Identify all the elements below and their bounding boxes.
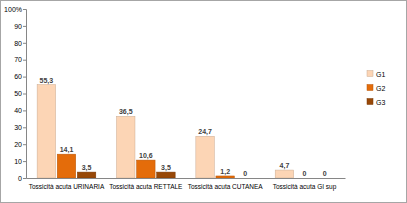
data-label: 0 — [323, 170, 327, 177]
bars — [37, 85, 294, 178]
bar — [57, 154, 75, 178]
y-tick: 90 — [14, 23, 26, 30]
chart-border — [1, 1, 407, 203]
y-tick: 20 — [14, 141, 26, 148]
x-tick-label: Tossicità acuta CUTANEA — [188, 183, 264, 190]
bar — [116, 116, 134, 178]
y-tick-label: 40 — [14, 107, 22, 114]
y-tick-label: 30 — [14, 124, 22, 131]
y-tick-label: 60 — [14, 73, 22, 80]
y-tick-mark — [23, 9, 26, 10]
bar — [295, 178, 313, 179]
x-tick-label: Tossicità acuta URINARIA — [29, 183, 105, 190]
bar — [77, 172, 95, 178]
y-tick-mark — [23, 77, 26, 78]
legend-swatch — [367, 71, 373, 77]
y-tick-mark — [23, 178, 26, 179]
y-tick-mark — [23, 127, 26, 128]
x-tick: Tossicità acuta CUTANEA — [188, 178, 264, 190]
x-tick: Tossicità acuta RETTALE — [109, 178, 183, 190]
y-tick-label: 50 — [14, 90, 22, 97]
y-tick: 0 — [18, 175, 26, 182]
data-label: 10,6 — [139, 152, 153, 160]
legend-item: G3 — [367, 99, 385, 106]
y-tick: 80 — [14, 40, 26, 47]
legend: G1 G2 G3 — [367, 71, 385, 106]
bar — [236, 178, 254, 179]
bar — [315, 178, 333, 179]
chart: 0 10 20 30 40 50 60 70 80 90 100% Tossicità acuta U… — [0, 0, 407, 203]
y-tick-mark — [23, 26, 26, 27]
bar — [157, 172, 175, 178]
data-label: 4,7 — [280, 162, 290, 170]
legend-label: G2 — [376, 85, 385, 92]
y-tick: 50 — [14, 90, 26, 97]
data-label: 1,2 — [220, 168, 230, 176]
data-label: 24,7 — [198, 128, 212, 136]
y-tick-label: 0 — [18, 175, 22, 182]
y-tick-label: 90 — [14, 23, 22, 30]
data-label: 14,1 — [60, 146, 74, 154]
y-tick-mark — [23, 110, 26, 111]
y-axis-line — [23, 10, 27, 179]
data-label: 3,5 — [161, 164, 171, 172]
y-tick: 10 — [14, 158, 26, 165]
y-axis: 0 10 20 30 40 50 60 70 80 90 100% — [4, 6, 26, 182]
y-tick-mark — [23, 161, 26, 162]
y-tick-label: 20 — [14, 141, 22, 148]
y-tick: 100% — [4, 6, 26, 13]
y-tick-label: 70 — [14, 56, 22, 63]
bar — [37, 85, 55, 178]
y-tick: 40 — [14, 107, 26, 114]
y-tick-mark — [23, 43, 26, 44]
data-label: 3,5 — [82, 164, 92, 172]
y-tick: 30 — [14, 124, 26, 131]
bar — [137, 160, 155, 178]
plot: 0 10 20 30 40 50 60 70 80 90 100% Tossicità acuta U… — [4, 6, 345, 191]
legend-label: G1 — [376, 71, 385, 78]
y-tick-mark — [23, 144, 26, 145]
legend-swatch — [367, 99, 373, 105]
y-tick-label: 10 — [14, 158, 22, 165]
y-tick: 70 — [14, 56, 26, 63]
y-tick-mark — [23, 94, 26, 95]
y-tick-label: 80 — [14, 40, 22, 47]
x-tick-label: Tossicità acuta RETTALE — [109, 183, 183, 190]
legend-item: G2 — [367, 85, 385, 92]
data-label: 36,5 — [119, 108, 133, 116]
bar — [216, 176, 234, 178]
data-label: 0 — [303, 170, 307, 177]
legend-item: G1 — [367, 71, 385, 78]
x-axis-line — [27, 178, 346, 179]
x-tick: Tossicità acuta GI sup — [273, 178, 337, 191]
data-label: 55,3 — [40, 77, 54, 85]
bar — [275, 170, 293, 178]
legend-label: G3 — [376, 99, 385, 106]
x-tick: Tossicità acuta URINARIA — [29, 178, 105, 190]
bar — [196, 136, 214, 178]
x-axis: Tossicità acuta URINARIA Tossicità acuta … — [27, 178, 346, 191]
y-tick-label: 100% — [4, 6, 22, 13]
data-labels: 55,3 36,5 24,7 4,7 14,1 10,6 1,2 0 3,5 3,5 0 0 — [40, 77, 327, 177]
data-label: 0 — [243, 170, 247, 177]
y-tick: 60 — [14, 73, 26, 80]
x-tick-label: Tossicità acuta GI sup — [273, 183, 337, 191]
legend-swatch — [367, 85, 373, 91]
y-tick-mark — [23, 60, 26, 61]
